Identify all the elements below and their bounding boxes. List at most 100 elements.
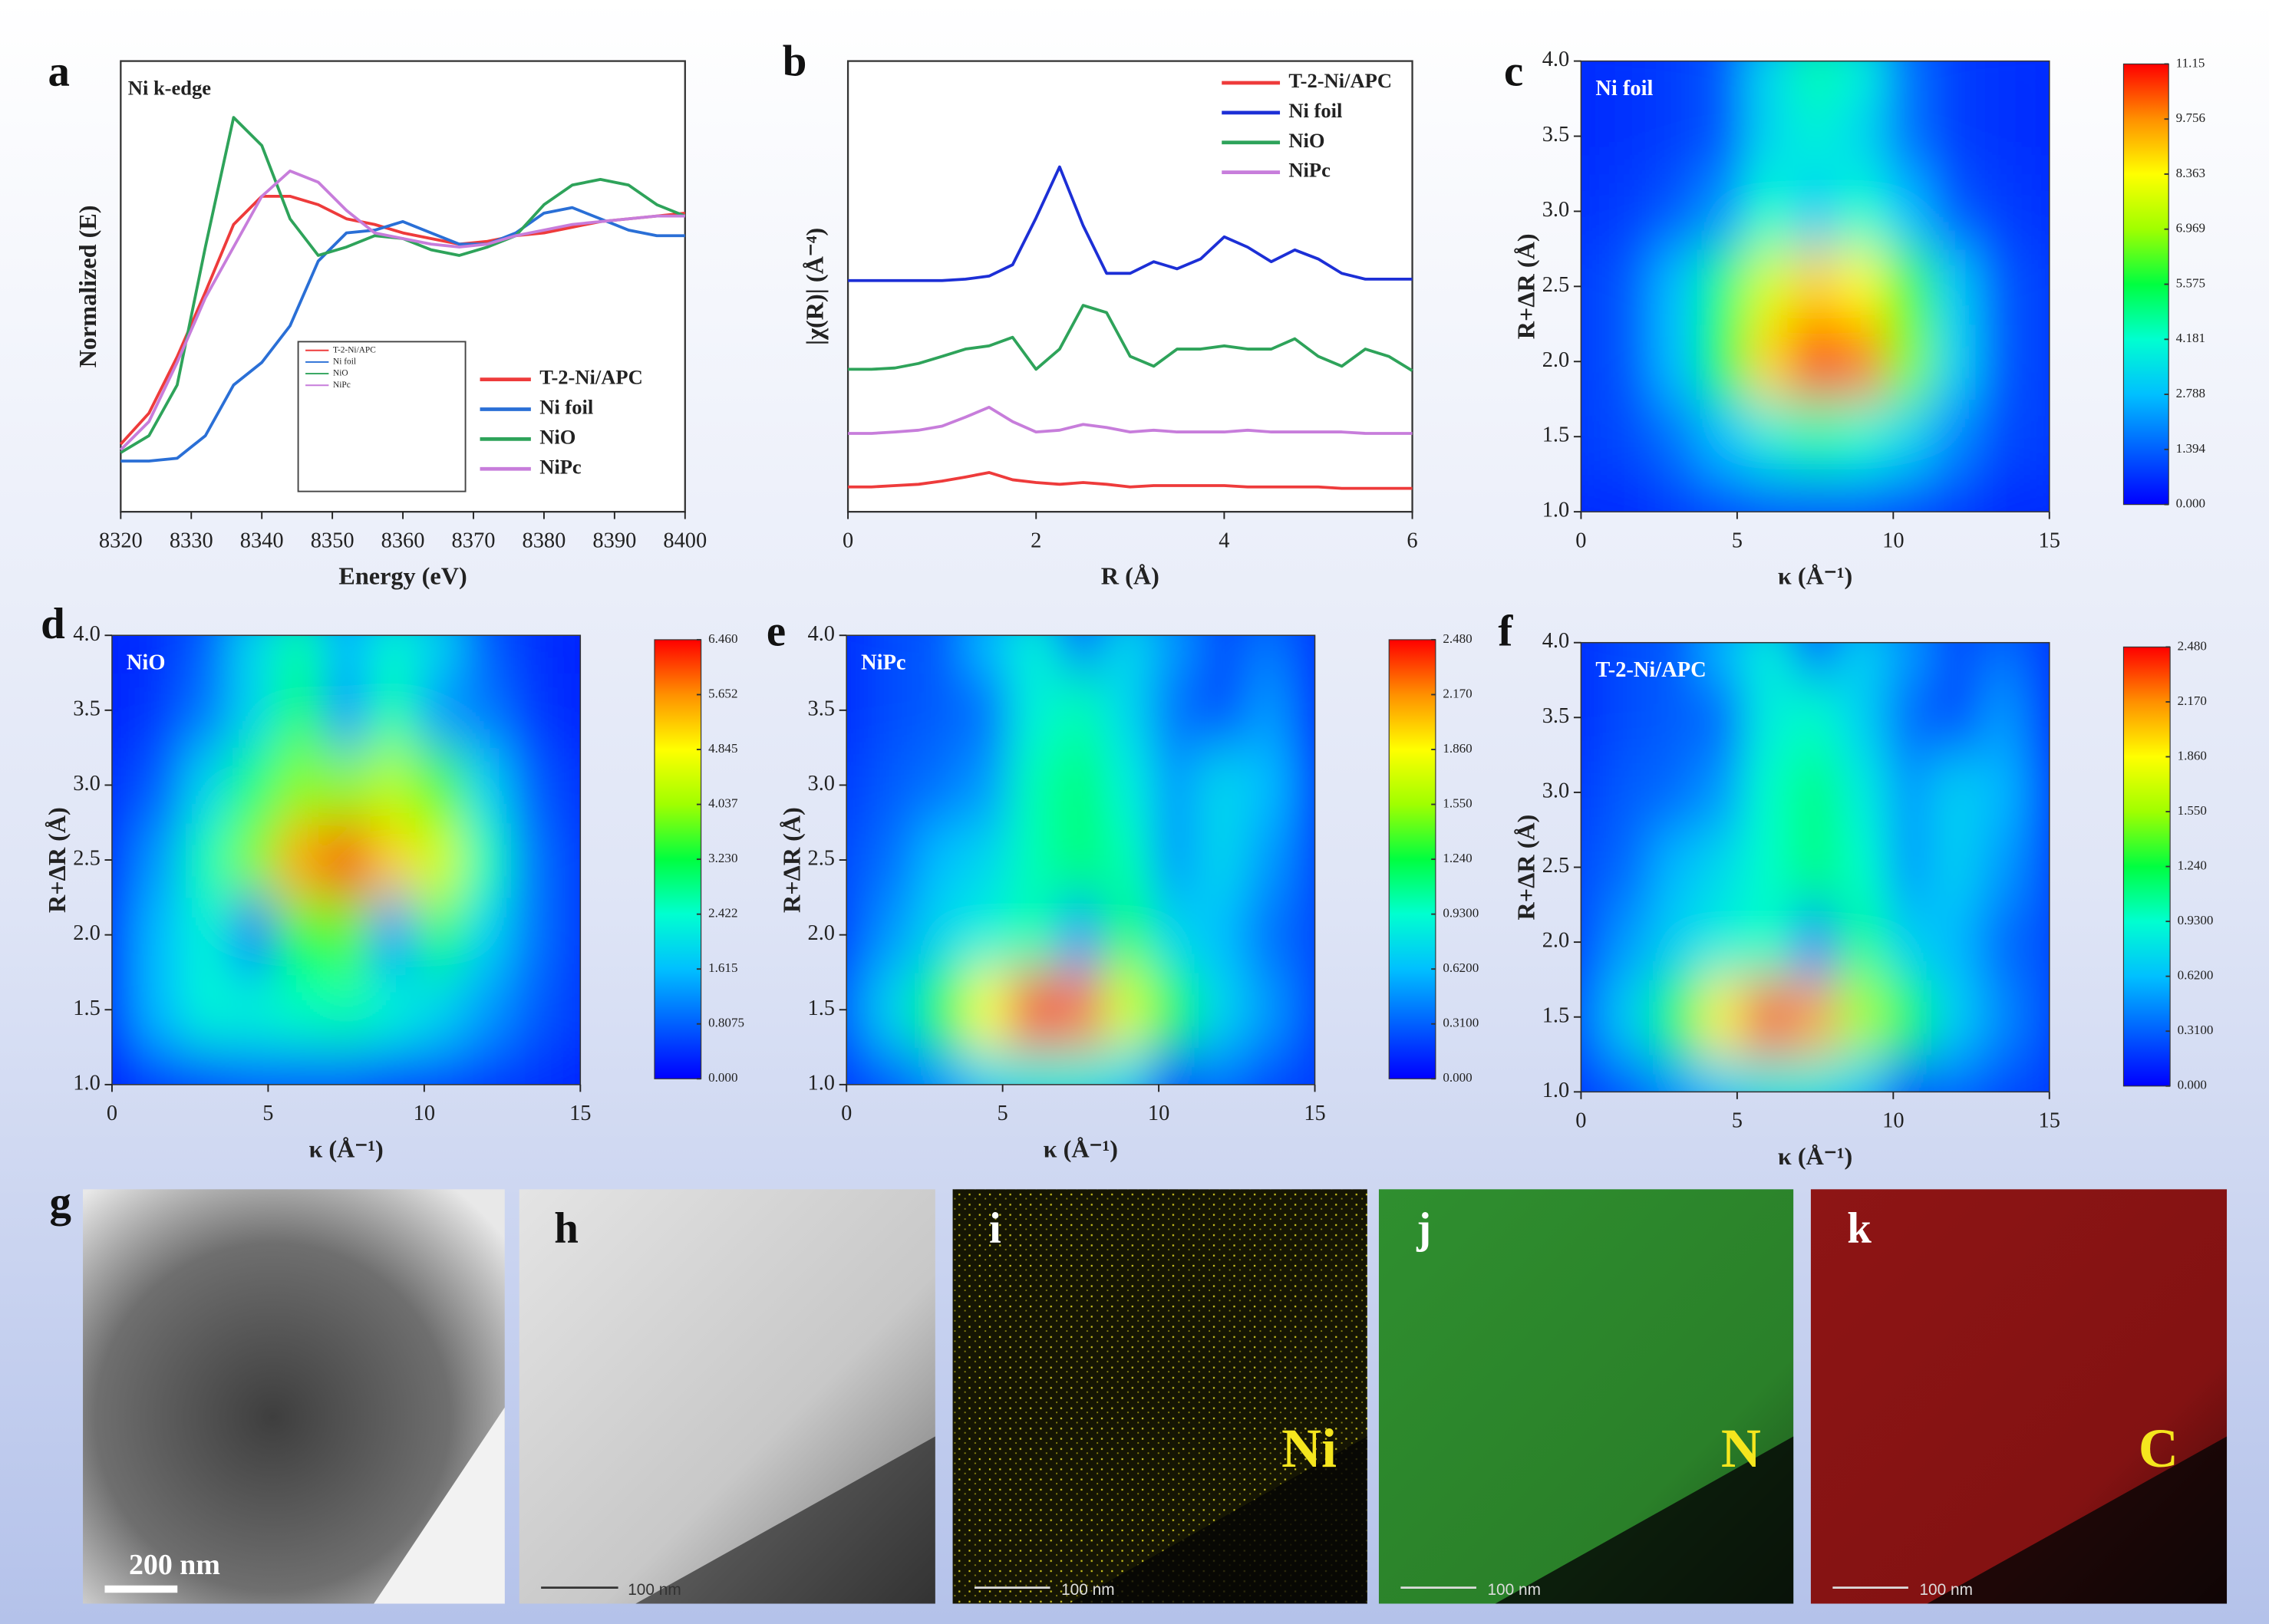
- inset-legend-label: NiPc: [333, 380, 351, 390]
- series-line: [119, 169, 685, 451]
- heatmap-cell: [1604, 755, 1652, 831]
- y-axis-label: R+ΔR (Å): [1512, 815, 1540, 921]
- heatmap-cell: [869, 822, 918, 898]
- heatmap-cell: [111, 897, 137, 973]
- heatmap-cell: [416, 897, 464, 973]
- series-line: [848, 304, 1413, 372]
- heatmap-cell: [1057, 635, 1105, 674]
- heatmap-cell: [846, 822, 871, 898]
- x-tick-label: 8360: [381, 529, 425, 552]
- heatmap-cell: [1291, 635, 1315, 674]
- heatmap-cell: [1197, 1047, 1245, 1085]
- colorbar-tick-label: 9.756: [2176, 110, 2206, 125]
- y-tick-label: 3.5: [1542, 704, 1570, 728]
- x-axis-label: κ (Å⁻¹): [1778, 562, 1852, 590]
- colorbar-tick-label: 2.170: [1443, 686, 1472, 700]
- heatmap-cell: [1651, 249, 1699, 325]
- x-tick-label: 8380: [522, 529, 566, 552]
- panel-letter: e: [767, 607, 786, 655]
- panel-letter: a: [48, 48, 70, 96]
- heatmap-cell: [1651, 61, 1699, 100]
- heatmap-cell: [1244, 972, 1292, 1049]
- heatmap-cell: [1885, 642, 1934, 681]
- heatmap-cell: [1839, 642, 1887, 681]
- heatmap-cell: [1581, 399, 1605, 476]
- x-tick-label: 5: [1732, 529, 1743, 552]
- heatmap-cell: [2026, 904, 2050, 980]
- heatmap-cell: [1885, 755, 1934, 831]
- series-line: [848, 405, 1413, 435]
- legend-label: T-2-Ni/APC: [539, 366, 643, 389]
- heatmap-cell: [1010, 897, 1058, 973]
- heatmap-cell: [463, 635, 511, 674]
- heatmap-cell: [1745, 61, 1793, 100]
- heatmap-cell: [869, 897, 918, 973]
- panel-letter: d: [41, 600, 65, 648]
- heatmap-cell: [1885, 829, 1934, 906]
- colorbar-tick-label: 0.000: [708, 1070, 737, 1085]
- heatmap-cell: [1103, 635, 1152, 674]
- heatmap-cell: [322, 972, 371, 1049]
- heatmap-cell: [1792, 1054, 1840, 1092]
- heatmap-cell: [556, 822, 581, 898]
- x-tick-label: 4: [1219, 529, 1229, 552]
- y-tick-label: 1.0: [807, 1071, 835, 1095]
- heatmap-cell: [1745, 829, 1793, 906]
- heatmap-cell: [1651, 680, 1699, 756]
- annotation: T-2-Ni/APC: [1595, 658, 1706, 682]
- heatmap-cell: [2026, 98, 2050, 175]
- heatmap-cell: [1792, 61, 1840, 100]
- heatmap-cell: [229, 747, 277, 824]
- colorbar-tick-label: 2.788: [2176, 386, 2205, 400]
- heatmap-cell: [1197, 897, 1245, 973]
- heatmap-cell: [556, 972, 581, 1049]
- heatmap-cell: [1103, 822, 1152, 898]
- heatmap-cell: [111, 972, 137, 1049]
- x-tick-label: 5: [262, 1102, 273, 1125]
- heatmap-cell: [1745, 642, 1793, 681]
- heatmap-cell: [556, 747, 581, 824]
- heatmap-cell: [1698, 324, 1746, 400]
- heatmap-cell: [1885, 324, 1934, 400]
- heatmap-cell: [2026, 642, 2050, 681]
- y-tick-label: 1.0: [73, 1071, 101, 1095]
- heatmap-cell: [1651, 324, 1699, 400]
- heatmap-cell: [322, 897, 371, 973]
- colorbar-tick-label: 1.550: [1443, 796, 1472, 810]
- heatmap-cell: [1839, 680, 1887, 756]
- heatmap-cell: [275, 972, 324, 1049]
- heatmap-cell: [275, 822, 324, 898]
- x-tick-label: 0: [843, 529, 853, 552]
- legend-label: T-2-Ni/APC: [1288, 69, 1392, 92]
- scale-bar-label: 100 nm: [1061, 1581, 1114, 1599]
- heatmap-cell: [1651, 474, 1699, 512]
- heatmap-cell: [1792, 979, 1840, 1056]
- heatmap-cell: [1839, 98, 1887, 175]
- heatmap-cell: [1698, 98, 1746, 175]
- heatmap-cell: [1932, 642, 1980, 681]
- scale-bar-label: 100 nm: [628, 1581, 681, 1599]
- heatmap: [846, 635, 1315, 1085]
- heatmap-cell: [1604, 173, 1652, 250]
- panel-letter: i: [989, 1204, 1001, 1253]
- legend-label: Ni foil: [539, 396, 593, 419]
- y-tick-label: 2.0: [807, 921, 835, 945]
- y-tick-label: 2.0: [73, 921, 101, 945]
- heatmap-cell: [135, 972, 183, 1049]
- heatmap-cell: [1745, 324, 1793, 400]
- heatmap-cell: [916, 635, 965, 674]
- colorbar-tick-label: 0.8075: [708, 1016, 744, 1030]
- heatmap-cell: [869, 747, 918, 824]
- x-tick-label: 10: [1148, 1102, 1169, 1125]
- heatmap-cell: [182, 635, 230, 674]
- colorbar-tick-label: 6.460: [708, 631, 737, 646]
- heatmap-cell: [1651, 98, 1699, 175]
- heatmap-cell: [1581, 61, 1605, 100]
- heatmap-cell: [1581, 249, 1605, 325]
- heatmap-cell: [1979, 324, 2027, 400]
- heatmap-cell: [916, 1047, 965, 1085]
- x-tick-label: 0: [107, 1102, 117, 1125]
- heatmap-cell: [1979, 173, 2027, 250]
- y-tick-label: 1.0: [1542, 1079, 1570, 1102]
- heatmap-cell: [1604, 680, 1652, 756]
